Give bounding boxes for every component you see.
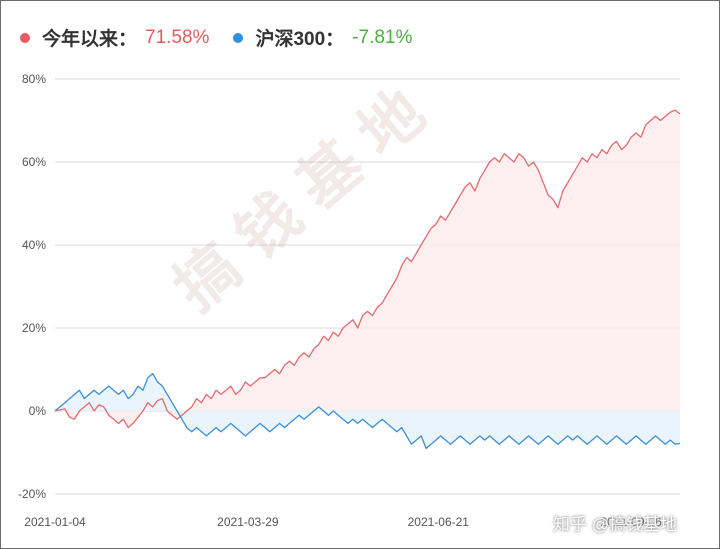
x-tick-label: 2021-09-06 xyxy=(600,515,662,529)
series-area-0 xyxy=(55,110,680,428)
series-line-1 xyxy=(54,372,681,450)
attribution-watermark: 知乎 @搞钱基地 xyxy=(553,515,677,534)
x-tick-label: 2021-03-29 xyxy=(217,515,279,529)
area-fills xyxy=(55,110,680,449)
y-axis-ticks: 80% 60% 40% 20% 0% -20% xyxy=(18,72,46,501)
x-tick-label: 2021-06-21 xyxy=(408,515,470,529)
x-axis-ticks: 2021-01-04 2021-03-29 2021-06-21 2021-09-06… xyxy=(24,515,662,529)
series-area-1 xyxy=(55,373,680,449)
y-tick-label: 60% xyxy=(22,155,46,169)
legend-value-fund: 71.58% xyxy=(145,26,210,48)
legend: 今年以来： 71.58% 沪深300： -7.81% xyxy=(20,24,436,51)
legend-label-fund: 今年以来： xyxy=(42,29,138,50)
legend-dot-benchmark-icon xyxy=(233,32,244,43)
legend-item-benchmark[interactable]: 沪深300： -7.81% xyxy=(233,24,412,51)
legend-label-benchmark: 沪深300： xyxy=(255,29,345,50)
legend-dot-fund-icon xyxy=(20,32,30,43)
series-line-0 xyxy=(54,109,681,429)
series-lines xyxy=(54,109,681,450)
y-tick-label: -20% xyxy=(18,487,46,501)
x-tick-label: 2021-01-04 xyxy=(24,515,86,529)
y-tick-label: 0% xyxy=(29,404,47,418)
legend-value-benchmark: -7.81% xyxy=(352,26,413,48)
legend-item-fund[interactable]: 今年以来： 71.58% xyxy=(20,24,209,51)
y-tick-label: 80% xyxy=(22,72,46,86)
y-tick-label: 40% xyxy=(22,238,46,252)
y-tick-label: 20% xyxy=(22,321,46,335)
